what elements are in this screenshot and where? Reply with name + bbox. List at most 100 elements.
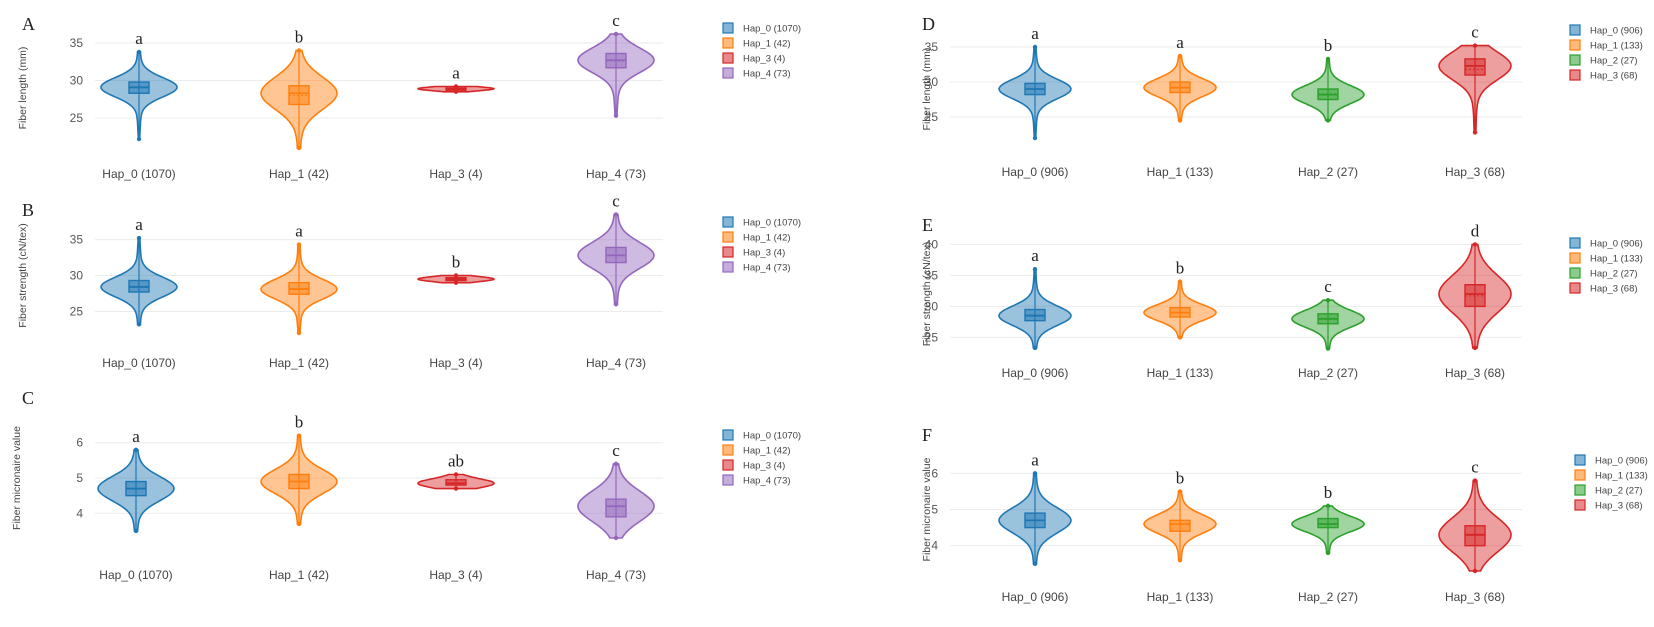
y-tick-label: 30 xyxy=(70,269,84,283)
outlier-point xyxy=(453,280,459,285)
x-tick-label: Hap_1 (42) xyxy=(269,356,329,370)
x-tick-label: Hap_3 (68) xyxy=(1445,366,1505,380)
violin-hap-0 xyxy=(100,49,178,142)
significance-letter: b xyxy=(1176,259,1185,278)
outlier-point xyxy=(453,486,459,491)
legend-entry: Hap_0 (906) xyxy=(1595,456,1648,467)
y-tick-label: 5 xyxy=(931,503,938,517)
outlier-point xyxy=(136,136,142,142)
legend-entry: Hap_4 (73) xyxy=(743,263,791,274)
panel-f: 4 5 6 F Fiber micronaire value a Hap_0 (906) b H… xyxy=(921,425,1648,604)
significance-letter: a xyxy=(132,427,140,446)
outlier-point xyxy=(613,302,619,307)
significance-letter: b xyxy=(452,253,461,272)
legend-swatch xyxy=(722,37,734,49)
significance-letter: b xyxy=(1324,36,1333,55)
violin-hap-4 xyxy=(577,461,655,541)
box-iqr xyxy=(605,498,627,518)
y-axis-label: Fiber length (mm) xyxy=(921,48,933,131)
outlier-point xyxy=(1472,242,1478,247)
y-tick-label: 30 xyxy=(925,299,939,313)
legend-entry: Hap_3 (4) xyxy=(743,461,785,472)
x-tick-label: Hap_3 (4) xyxy=(429,167,482,181)
legend-swatch xyxy=(722,246,734,258)
legend-swatch xyxy=(1569,69,1581,81)
legend-swatch xyxy=(722,474,734,486)
x-tick-label: Hap_0 (1070) xyxy=(102,356,175,370)
x-tick-label: Hap_0 (906) xyxy=(1002,590,1069,604)
legend-swatch xyxy=(722,22,734,34)
legend-swatch xyxy=(1569,54,1581,66)
outlier-point xyxy=(296,48,302,53)
legend-swatch xyxy=(1569,282,1581,294)
x-tick-label: Hap_1 (42) xyxy=(269,167,329,181)
significance-letter: b xyxy=(295,413,304,432)
y-axis-label: Fiber micronaire value xyxy=(921,457,933,561)
significance-letter: c xyxy=(612,191,620,210)
legend-entry: Hap_1 (42) xyxy=(743,233,791,244)
outlier-point xyxy=(1177,335,1183,340)
legend-swatch xyxy=(1574,454,1586,466)
outlier-point xyxy=(453,89,459,94)
legend-entry: Hap_3 (68) xyxy=(1590,284,1638,295)
significance-letter: c xyxy=(1324,277,1332,296)
outlier-point xyxy=(1177,53,1183,59)
y-tick-label: 6 xyxy=(931,466,938,480)
violin-hap-3 xyxy=(1438,478,1512,574)
outlier-point xyxy=(1472,478,1478,483)
x-tick-label: Hap_1 (42) xyxy=(269,568,329,582)
legend-swatch xyxy=(722,459,734,471)
outlier-point xyxy=(1032,267,1038,272)
outlier-point xyxy=(1032,44,1038,50)
legend-entry: Hap_3 (68) xyxy=(1590,71,1638,82)
significance-letter: b xyxy=(1324,483,1333,502)
x-tick-label: Hap_2 (27) xyxy=(1298,590,1358,604)
legend: Hap_0 (906) Hap_1 (133) Hap_2 (27) Hap_3 (6… xyxy=(1574,454,1648,512)
outlier-point xyxy=(1325,346,1331,351)
violin-hap-2 xyxy=(1291,56,1365,123)
legend-swatch xyxy=(1574,499,1586,511)
legend-swatch xyxy=(722,231,734,243)
significance-letter: a xyxy=(135,29,143,48)
legend-entry: Hap_0 (906) xyxy=(1590,239,1643,250)
box-iqr xyxy=(1169,519,1191,532)
outlier-point xyxy=(1032,345,1038,351)
panel-b: 25 30 35 B Fiber strength (cN/tex) a Hap_0 (10… xyxy=(17,191,801,370)
outlier-point xyxy=(1325,118,1331,123)
legend-entry: Hap_3 (68) xyxy=(1595,501,1643,512)
x-tick-label: Hap_0 (906) xyxy=(1002,366,1069,380)
violin-hap-3 xyxy=(1438,43,1512,135)
outlier-point xyxy=(296,521,302,527)
x-tick-label: Hap_2 (27) xyxy=(1298,165,1358,179)
significance-letter: b xyxy=(1176,468,1185,487)
x-tick-label: Hap_3 (68) xyxy=(1445,165,1505,179)
legend: Hap_0 (906) Hap_1 (133) Hap_2 (27) Hap_3 (6… xyxy=(1569,237,1643,295)
legend: Hap_0 (1070) Hap_1 (42) Hap_3 (4) Hap_4 (73… xyxy=(722,216,801,274)
panel-letter: C xyxy=(22,388,34,408)
legend-entry: Hap_0 (1070) xyxy=(743,431,801,442)
x-tick-label: Hap_3 (4) xyxy=(429,568,482,582)
legend-entry: Hap_1 (133) xyxy=(1590,254,1643,265)
significance-letter: a xyxy=(1031,246,1039,265)
outlier-point xyxy=(453,273,459,278)
y-tick-label: 25 xyxy=(70,304,84,318)
significance-letter: ab xyxy=(448,451,464,470)
legend-entry: Hap_3 (4) xyxy=(743,248,785,259)
outlier-point xyxy=(136,322,142,327)
y-tick-label: 5 xyxy=(76,471,83,485)
legend-swatch xyxy=(1569,267,1581,279)
y-tick-label: 25 xyxy=(925,110,939,124)
violin-hap-4 xyxy=(577,31,655,118)
outlier-point xyxy=(613,461,619,467)
violin-hap-0 xyxy=(100,235,178,327)
outlier-point xyxy=(1032,561,1038,566)
outlier-point xyxy=(1472,43,1478,48)
legend-entry: Hap_0 (1070) xyxy=(743,24,801,35)
legend-entry: Hap_1 (42) xyxy=(743,39,791,50)
outlier-point xyxy=(453,472,459,477)
panel-c: 4 5 6 C Fiber micronaire value a Hap_0 (1070) b… xyxy=(11,388,801,582)
panel-letter: F xyxy=(922,425,932,445)
outlier-point xyxy=(1325,550,1331,556)
violin-hap-3 xyxy=(1438,242,1512,351)
